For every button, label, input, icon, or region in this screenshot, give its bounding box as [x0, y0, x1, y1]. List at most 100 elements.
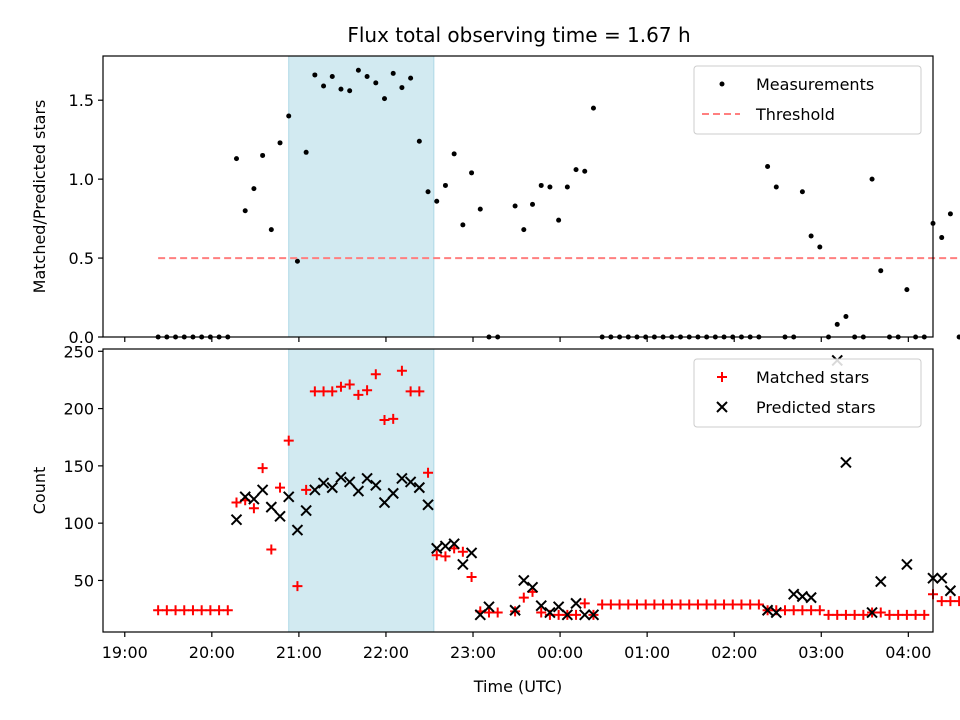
predicted-star-point — [361, 472, 373, 485]
matched-star-point — [318, 386, 329, 397]
matched-star-point — [684, 599, 695, 610]
measurement-point — [355, 67, 361, 73]
predicted-star-point — [840, 456, 852, 469]
top-panel: 0.0 0.5 1.0 1.5 Matched/Predicted stars Measu… — [30, 55, 960, 347]
legend-matched-marker — [717, 372, 727, 382]
measurement-point — [590, 105, 596, 111]
measurement-point — [834, 321, 840, 327]
predicted-star-point — [875, 575, 887, 588]
measurement-point — [765, 164, 771, 170]
measurement-point — [451, 151, 457, 157]
predicted-star-point — [552, 601, 565, 613]
predicted-star-point — [944, 585, 957, 597]
matched-star-point — [849, 609, 860, 620]
predicted-star-point — [483, 601, 495, 613]
legend-label: Matched stars — [756, 368, 869, 387]
matched-star-point — [266, 544, 277, 555]
matched-star-point — [884, 609, 895, 620]
legend-label: Measurements — [756, 75, 874, 94]
y-tick-label: 100 — [63, 514, 94, 533]
predicted-star-point — [283, 491, 295, 503]
matched-star-point — [231, 497, 242, 508]
axes-frame — [102, 348, 934, 633]
matched-star-point — [275, 482, 286, 493]
measurement-point — [434, 198, 440, 204]
y-tick-label: 1.0 — [69, 170, 94, 189]
matched-star-point — [335, 381, 346, 392]
measurement-point — [233, 156, 239, 162]
predicted-star-point — [352, 485, 365, 497]
measurement-point — [338, 86, 344, 92]
matched-star-point — [658, 599, 669, 610]
x-tick-label: 02:00 — [711, 643, 757, 662]
predicted-star-point — [300, 504, 312, 517]
measurement-point — [425, 189, 431, 195]
matched-star-point — [875, 607, 886, 618]
x-tick-label: 19:00 — [102, 643, 148, 662]
matched-star-point — [745, 599, 756, 610]
predicted-star-point — [265, 501, 278, 513]
matched-star-point — [710, 599, 721, 610]
measurement-point — [277, 140, 283, 146]
measurement-point — [329, 74, 335, 80]
matched-star-point — [257, 463, 268, 474]
matched-star-point — [214, 605, 225, 616]
predicted-star-point — [526, 581, 539, 594]
measurement-point — [939, 235, 945, 241]
legend-predicted-marker — [716, 401, 728, 413]
y-tick-label: 0.5 — [69, 249, 94, 268]
predicted-star-point — [396, 472, 408, 485]
matched-star-point — [518, 592, 529, 603]
axes-frame — [102, 55, 934, 338]
matched-star-point — [283, 435, 294, 446]
predicted-star-point — [935, 572, 948, 584]
matched-star-point — [292, 581, 303, 592]
y-axis-label: Matched/Predicted stars — [30, 100, 49, 294]
matched-star-point — [719, 599, 730, 610]
measurement-point — [538, 182, 544, 188]
predicted-star-point — [544, 606, 556, 619]
matched-star-point — [553, 609, 564, 620]
predicted-star-point — [309, 484, 321, 496]
predicted-star-point — [866, 606, 878, 619]
measurement-point — [904, 287, 910, 293]
measurement-point — [469, 170, 475, 176]
predicted-star-point — [239, 491, 251, 503]
matched-star-point — [492, 607, 503, 618]
measurement-point — [399, 85, 405, 91]
matched-star-point — [623, 599, 634, 610]
matched-star-point — [457, 546, 468, 557]
matched-star-point — [614, 599, 625, 610]
matched-star-point — [423, 467, 434, 478]
legend: Matched stars Predicted stars — [693, 358, 922, 428]
measurement-point — [416, 138, 422, 144]
predicted-star-point — [509, 604, 521, 616]
predicted-star-point — [901, 558, 913, 571]
predicted-star-point — [787, 588, 800, 600]
matched-star-point — [893, 609, 904, 620]
predicted-star-point — [326, 481, 338, 494]
x-axis-label: Time (UTC) — [473, 677, 562, 696]
matched-star-point — [309, 386, 320, 397]
measurement-point — [347, 88, 353, 94]
legend-label: Threshold — [755, 105, 835, 124]
measurement-point — [512, 203, 518, 209]
matched-star-point — [248, 503, 259, 514]
matched-star-point — [414, 386, 425, 397]
measurement-point — [956, 334, 960, 340]
measurement-point — [382, 96, 388, 102]
legend-measurement-marker — [719, 81, 725, 87]
x-tick-label: 22:00 — [363, 643, 409, 662]
highlight-span — [288, 55, 435, 338]
matched-star-point — [388, 413, 399, 424]
matched-star-point — [779, 605, 790, 616]
matched-star-point — [727, 599, 738, 610]
predicted-star-point — [457, 558, 469, 571]
measurement-point — [547, 184, 553, 190]
measurement-point — [321, 83, 327, 89]
measurement-point — [556, 217, 562, 223]
x-tick-label: 20:00 — [189, 643, 235, 662]
y-tick-label: 50 — [74, 571, 94, 590]
predicted-star-point — [248, 493, 260, 505]
y-axis-label: Count — [30, 467, 49, 515]
